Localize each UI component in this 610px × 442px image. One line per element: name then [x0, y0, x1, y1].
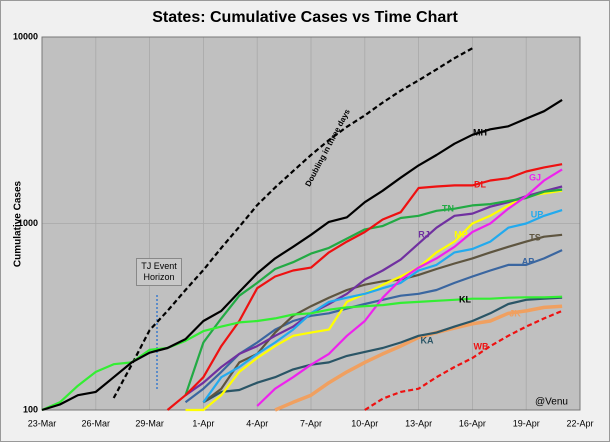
- credit: @Venu: [535, 397, 568, 408]
- series-label: MH: [473, 127, 487, 137]
- series-line: [202, 296, 563, 404]
- x-tick-label: 16-Apr: [459, 418, 486, 428]
- series-line: [184, 249, 563, 404]
- x-tick-label: 13-Apr: [405, 418, 432, 428]
- series-line: [256, 168, 563, 407]
- series-label: DL: [474, 179, 486, 189]
- x-tick-label: 23-Mar: [28, 418, 57, 428]
- x-tick-label: 29-Mar: [135, 418, 164, 428]
- series-line: [41, 98, 563, 412]
- x-tick-label: 26-Mar: [82, 418, 111, 428]
- series-label: JK: [509, 308, 521, 318]
- series-label: KA: [421, 335, 434, 345]
- series-line: [202, 209, 563, 403]
- y-axis-label: Cumulative Cases: [13, 180, 24, 267]
- event-annotation: TJ Event Horizon: [136, 258, 182, 286]
- series-label: GJ: [529, 172, 541, 182]
- series-label: KL: [459, 294, 471, 304]
- chart-title: States: Cumulative Cases vs Time Chart: [152, 9, 458, 26]
- x-tick-label: 1-Apr: [192, 418, 214, 428]
- y-tick-label: 1000: [18, 218, 38, 228]
- series-line: [184, 188, 563, 396]
- series-line: [112, 47, 473, 399]
- x-tick-label: 4-Apr: [246, 418, 268, 428]
- series-line: [185, 189, 563, 412]
- x-tick-label: 19-Apr: [513, 418, 540, 428]
- series-label: MP: [454, 229, 468, 239]
- plot-border: [41, 36, 581, 411]
- series-label: RJ: [418, 229, 430, 239]
- series-line: [184, 185, 563, 397]
- series-line: [364, 309, 563, 411]
- series-label: AP: [522, 256, 535, 266]
- x-tick-label: 7-Apr: [300, 418, 322, 428]
- series-line: [202, 233, 563, 404]
- series-label: TS: [529, 232, 541, 242]
- x-tick-label: 22-Apr: [566, 418, 593, 428]
- y-tick-label: 100: [23, 404, 38, 414]
- series-line: [41, 295, 563, 412]
- series-line: [274, 304, 563, 412]
- series-label: WB: [474, 341, 489, 351]
- series-line: [166, 163, 563, 411]
- x-tick-label: 10-Apr: [351, 418, 378, 428]
- y-tick-label: 10000: [13, 31, 38, 41]
- series-label: UP: [531, 209, 544, 219]
- series-label: TN: [442, 203, 454, 213]
